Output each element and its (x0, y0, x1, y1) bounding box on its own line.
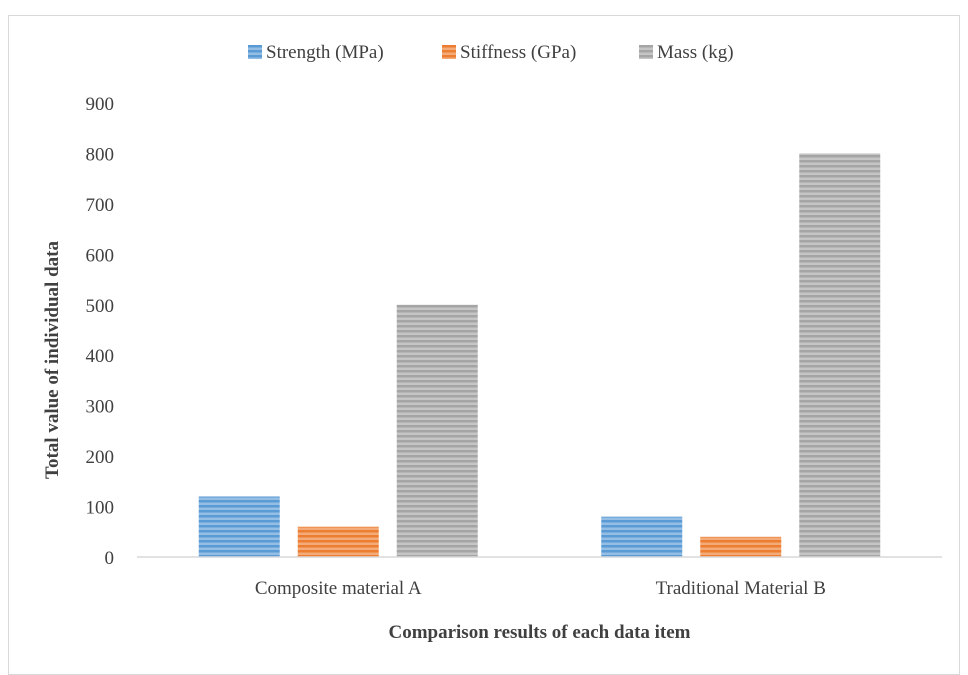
y-tick-label: 500 (86, 296, 115, 317)
y-axis-title: Total value of individual data (42, 241, 63, 479)
legend-item: Stiffness (GPa) (442, 42, 576, 63)
bar (198, 496, 280, 557)
y-tick-label: 200 (86, 447, 115, 468)
y-tick-label: 700 (86, 195, 115, 216)
legend-label: Strength (MPa) (266, 42, 384, 63)
legend-swatch (442, 45, 456, 59)
bar (700, 536, 782, 557)
y-tick-label: 300 (86, 397, 115, 418)
legend-swatch (639, 45, 653, 59)
legend-label: Mass (kg) (657, 42, 734, 63)
legend-label: Stiffness (GPa) (460, 42, 576, 63)
legend: Strength (MPa) Stiffness (GPa) Mass (kg) (248, 42, 734, 63)
y-tick-label: 900 (86, 94, 115, 115)
legend-item: Mass (kg) (639, 42, 734, 63)
bar (297, 526, 379, 557)
y-tick-label: 0 (105, 548, 115, 569)
x-axis-title: Comparison results of each data item (388, 622, 690, 643)
y-axis-ticks: 0 100 200 300 400 500 600 700 800 900 (86, 94, 115, 569)
legend-swatch (248, 45, 262, 59)
bars (198, 153, 881, 557)
x-axis-ticks: Composite material A Traditional Material… (255, 578, 826, 599)
y-tick-label: 100 (86, 498, 115, 519)
y-tick-label: 800 (86, 144, 115, 165)
bar (799, 153, 881, 557)
bar-chart: Strength (MPa) Stiffness (GPa) Mass (kg) 0… (42, 42, 942, 643)
y-tick-label: 600 (86, 245, 115, 266)
bar (396, 304, 478, 557)
y-tick-label: 400 (86, 346, 115, 367)
x-tick-label: Traditional Material B (656, 578, 826, 599)
legend-item: Strength (MPa) (248, 42, 384, 63)
bar (601, 516, 683, 557)
x-tick-label: Composite material A (255, 578, 422, 599)
